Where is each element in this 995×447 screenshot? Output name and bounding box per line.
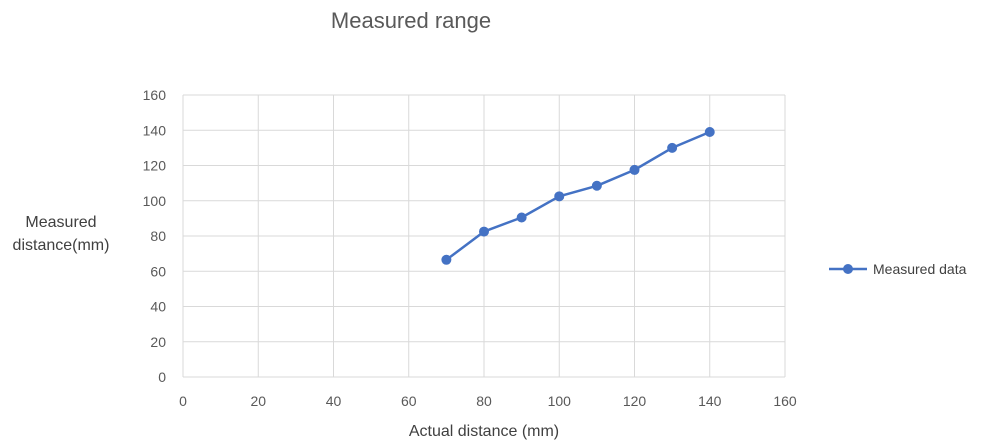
y-tick-label: 40 [150,299,166,315]
data-point [704,127,715,138]
x-tick-label: 160 [773,393,797,409]
series-measured-data [441,127,715,265]
legend-label: Measured data [873,261,967,277]
y-tick-label: 60 [150,263,166,279]
data-point [441,254,452,265]
legend: Measured data [829,261,967,277]
series-line [445,130,711,261]
data-point [667,142,678,153]
data-point [554,191,565,202]
chart-title: Measured range [331,8,491,33]
y-axis-ticks: 0 20 40 60 80 100 120 140 160 [143,87,167,385]
data-point [629,164,640,175]
x-tick-label: 120 [623,393,647,409]
y-tick-label: 0 [158,369,166,385]
x-tick-label: 0 [179,393,187,409]
x-tick-label: 80 [476,393,492,409]
y-tick-label: 120 [143,158,167,174]
data-point [479,226,489,237]
y-tick-label: 20 [150,334,166,350]
data-point [591,180,602,191]
x-tick-label: 20 [250,393,266,409]
legend-marker [843,264,853,274]
y-tick-label: 160 [143,87,167,103]
y-axis-title-line-1: Measured [25,214,96,231]
y-tick-label: 140 [143,122,167,138]
x-tick-label: 100 [548,393,572,409]
y-tick-label: 80 [150,228,166,244]
data-point [516,212,527,223]
x-tick-label: 140 [698,393,722,409]
x-axis-title: Actual distance (mm) [409,423,559,440]
x-tick-label: 40 [326,393,342,409]
x-axis-ticks: 0 20 40 60 80 100 120 140 160 [179,393,797,409]
y-axis-title-line-2: distance(mm) [13,237,110,254]
x-tick-label: 60 [401,393,417,409]
y-tick-label: 100 [143,193,167,209]
